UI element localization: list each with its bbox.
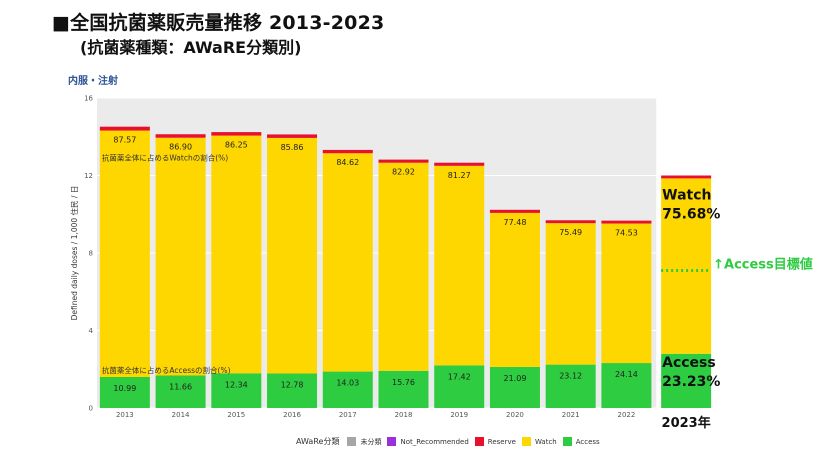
- bar-reserve: [489, 209, 540, 213]
- legend-label: Reserve: [487, 437, 516, 446]
- y-tick-label: 16: [84, 95, 93, 103]
- y-axis-label: Defined daily doses / 1,000 住民 / 日: [69, 186, 79, 321]
- watch-data-label: 85.86: [281, 143, 304, 152]
- legend-item-unclassified: 未分類: [347, 437, 381, 447]
- bar-watch: [545, 223, 596, 365]
- watch-data-label: 87.57: [113, 136, 136, 145]
- bar-access: [661, 353, 712, 408]
- stacked-bar-chart: 0 4 8 12 16 Defined daily doses / 1,000 住民 / …: [69, 95, 813, 430]
- access-data-label: 11.66: [169, 382, 192, 391]
- bar-watch: [99, 130, 150, 377]
- access-data-label: 15.76: [392, 378, 415, 387]
- legend-label: 未分類: [360, 437, 382, 446]
- chart-subtitle: (抗菌薬種類：AWaRE分類別): [80, 38, 302, 57]
- bar-watch: [322, 153, 373, 372]
- chart-title: ■全国抗菌薬販売量推移 2013-2023: [52, 12, 385, 34]
- y-tick-label: 0: [89, 405, 93, 413]
- watch-data-label: 84.62: [336, 158, 359, 167]
- bar-access: [267, 373, 318, 408]
- plot-area: 0 4 8 12 16 Defined daily doses / 1,000 住民 / …: [69, 95, 813, 430]
- bar-watch: [211, 135, 262, 374]
- watch-share-label-value: 75.68%: [662, 206, 720, 222]
- x-tick-label: 2015: [227, 411, 245, 419]
- legend-label: Not_Recommended: [400, 437, 469, 446]
- access-data-label: 17.42: [448, 372, 471, 381]
- bar-reserve: [545, 220, 596, 224]
- bar-access: [211, 373, 262, 408]
- access-data-label: 14.03: [336, 379, 359, 388]
- access-share-label-value: 23.23%: [662, 374, 720, 390]
- watch-data-label: 75.49: [559, 228, 582, 237]
- bar-reserve: [378, 159, 429, 163]
- bar-access: [601, 363, 652, 408]
- legend-swatch: [387, 437, 397, 446]
- x-tick-label: 2018: [395, 411, 413, 419]
- legend-item-not-recommended: Not_Recommended: [387, 437, 469, 446]
- y-tick-label: 12: [84, 172, 93, 180]
- bar-watch: [601, 223, 652, 364]
- bar-reserve: [211, 132, 262, 136]
- watch-share-annotation: 抗菌薬全体に占めるWatchの割合(%): [102, 153, 228, 163]
- bar-reserve: [267, 134, 318, 138]
- legend-item-access: Access: [562, 437, 600, 446]
- legend-label: Watch: [534, 437, 557, 446]
- watch-data-label: 86.90: [169, 143, 192, 152]
- access-share-label-title: Access: [662, 355, 716, 371]
- legend-swatch: [474, 437, 484, 446]
- legend-swatch: [521, 437, 531, 446]
- legend-swatch: [562, 437, 572, 446]
- bar-reserve: [322, 149, 373, 154]
- bar-watch: [661, 178, 712, 354]
- x-tick-label: 2021: [562, 411, 580, 419]
- x-tick-label: 2023年: [662, 415, 711, 430]
- bar-access: [155, 375, 206, 408]
- bar-access: [378, 370, 429, 408]
- watch-data-label: 86.25: [225, 141, 248, 150]
- bar-reserve: [434, 162, 485, 166]
- legend: AWaRe分類 未分類 Not_Recommended Reserve Watc…: [296, 436, 600, 447]
- access-share-annotation: 抗菌薬全体に占めるAccessの割合(%): [102, 365, 231, 375]
- access-data-label: 12.34: [225, 380, 248, 389]
- bar-reserve: [601, 220, 652, 224]
- bar-watch: [267, 137, 318, 374]
- x-tick-label: 2019: [450, 411, 468, 419]
- bar-watch: [155, 137, 206, 376]
- watch-data-label: 81.27: [448, 171, 471, 180]
- legend-item-watch: Watch: [521, 437, 557, 446]
- x-tick-label: 2020: [506, 411, 524, 419]
- watch-data-label: 77.48: [504, 218, 527, 227]
- y-tick-label: 4: [89, 327, 94, 335]
- access-data-label: 21.09: [504, 374, 527, 383]
- legend-label: Access: [575, 437, 600, 446]
- x-tick-label: 2022: [617, 411, 635, 419]
- bar-reserve: [661, 175, 712, 179]
- watch-data-label: 74.53: [615, 229, 638, 238]
- legend-item-reserve: Reserve: [474, 437, 516, 446]
- x-tick-label: 2013: [116, 411, 134, 419]
- bar-reserve: [155, 134, 206, 138]
- bar-access: [545, 364, 596, 408]
- x-tick-label: 2014: [172, 411, 190, 419]
- legend-swatch: [347, 437, 357, 446]
- watch-share-label-title: Watch: [662, 187, 711, 203]
- bar-watch: [434, 165, 485, 366]
- bar-watch: [378, 162, 429, 371]
- legend-title: AWaRe分類: [296, 437, 340, 446]
- bar-watch: [489, 212, 540, 367]
- access-data-label: 24.14: [615, 370, 638, 379]
- access-data-label: 12.78: [281, 381, 304, 390]
- x-tick-label: 2016: [283, 411, 301, 419]
- access-data-label: 23.12: [559, 372, 582, 381]
- bar-access: [322, 371, 373, 408]
- bar-access: [434, 365, 485, 408]
- bar-access: [99, 377, 150, 408]
- bar-reserve: [99, 126, 150, 131]
- watch-data-label: 82.92: [392, 168, 415, 177]
- bar-access: [489, 366, 540, 408]
- section-label: 内服・注射: [68, 76, 118, 87]
- x-tick-label: 2017: [339, 411, 357, 419]
- y-tick-label: 8: [89, 250, 93, 258]
- access-target-label: ↑Access目標値: [713, 256, 813, 272]
- access-data-label: 10.99: [113, 384, 136, 393]
